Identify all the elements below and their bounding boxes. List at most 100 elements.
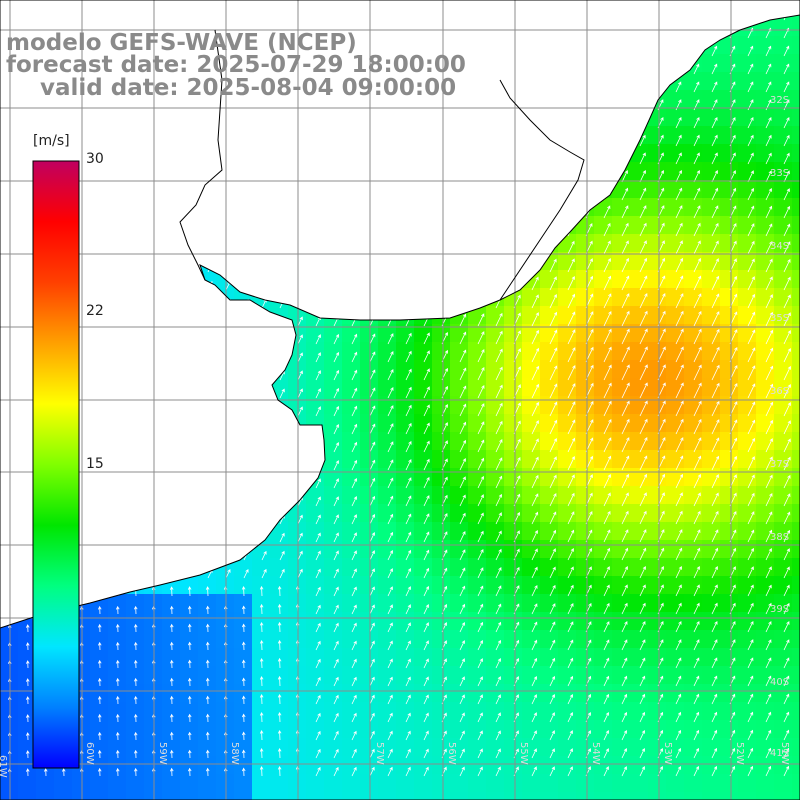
- field-cell: [756, 558, 775, 577]
- field-cell: [792, 486, 800, 505]
- wind-arrow: [549, 456, 557, 471]
- field-cell: [774, 342, 793, 361]
- wind-arrow: [405, 549, 412, 561]
- wind-arrow: [765, 241, 773, 255]
- field-cell: [378, 378, 397, 397]
- field-cell: [504, 792, 523, 800]
- field-cell: [756, 666, 775, 685]
- field-cell: [666, 414, 685, 433]
- wind-arrow: [675, 639, 682, 651]
- wind-arrow: [693, 346, 702, 363]
- field-cell: [18, 756, 37, 775]
- field-cell: [576, 558, 595, 577]
- field-cell: [522, 756, 541, 775]
- wind-arrow: [169, 677, 174, 687]
- field-cell: [792, 234, 800, 253]
- wind-arrow: [115, 659, 120, 669]
- field-cell: [162, 666, 181, 685]
- field-cell: [468, 432, 487, 451]
- field-cell: [666, 396, 685, 415]
- field-cell: [630, 792, 649, 800]
- wind-arrow: [477, 548, 484, 561]
- field-cell: [774, 630, 793, 649]
- field-cell: [342, 576, 361, 595]
- wind-arrow: [423, 476, 430, 489]
- field-cell: [666, 540, 685, 559]
- wind-arrow: [675, 747, 682, 759]
- field-cell: [774, 270, 793, 289]
- field-cell: [594, 216, 613, 235]
- wind-arrow: [675, 437, 684, 453]
- field-cell: [342, 396, 361, 415]
- field-cell: [720, 270, 739, 289]
- field-cell: [306, 738, 325, 757]
- field-cell: [666, 666, 685, 685]
- field-cell: [396, 486, 415, 505]
- field-cell: [396, 414, 415, 433]
- field-cell: [90, 648, 109, 667]
- wind-arrow: [693, 765, 700, 777]
- field-cell: [270, 540, 289, 559]
- wind-arrow: [567, 383, 576, 399]
- field-cell: [594, 234, 613, 253]
- field-cell: [432, 504, 451, 523]
- wind-arrow: [567, 258, 575, 273]
- field-cell: [270, 738, 289, 757]
- field-cell: [162, 684, 181, 703]
- wind-arrow: [477, 385, 485, 399]
- wind-arrow: [639, 310, 648, 327]
- wind-arrow: [549, 311, 558, 327]
- wind-arrow: [747, 258, 755, 273]
- field-cell: [18, 738, 37, 757]
- field-cell: [306, 522, 325, 541]
- field-cell: [468, 792, 487, 800]
- wind-arrow: [387, 549, 394, 561]
- wind-arrow: [765, 529, 773, 543]
- field-cell: [396, 792, 415, 800]
- field-cell: [486, 450, 505, 469]
- field-cell: [576, 504, 595, 523]
- wind-arrow: [531, 621, 538, 633]
- field-cell: [702, 666, 721, 685]
- field-cell: [108, 720, 127, 739]
- wind-arrow: [603, 693, 610, 705]
- field-cell: [630, 540, 649, 559]
- wind-arrow: [387, 423, 394, 435]
- field-cell: [738, 594, 757, 613]
- wind-arrow: [333, 387, 340, 399]
- wind-arrow: [639, 382, 648, 399]
- field-cell: [306, 396, 325, 415]
- wind-arrow: [369, 712, 375, 723]
- field-cell: [324, 558, 343, 577]
- field-cell: [540, 486, 559, 505]
- wind-arrow: [783, 312, 791, 327]
- wind-arrow: [567, 584, 574, 597]
- field-cell: [432, 792, 451, 800]
- field-cell: [594, 360, 613, 379]
- field-cell: [558, 756, 577, 775]
- wind-arrow: [603, 293, 612, 309]
- wind-arrow: [711, 693, 718, 705]
- wind-arrow: [297, 388, 303, 399]
- field-cell: [612, 450, 631, 469]
- field-cell: [540, 360, 559, 379]
- wind-arrow: [459, 621, 466, 633]
- wind-arrow: [205, 695, 210, 705]
- field-cell: [522, 396, 541, 415]
- field-cell: [234, 648, 253, 667]
- field-cell: [720, 36, 739, 55]
- wind-arrow: [639, 257, 648, 273]
- wind-arrow: [639, 152, 646, 165]
- field-cell: [702, 252, 721, 271]
- wind-arrow: [675, 152, 682, 165]
- field-cell: [378, 450, 397, 469]
- wind-arrow: [315, 478, 321, 489]
- wind-arrow: [187, 586, 192, 597]
- field-cell: [648, 378, 667, 397]
- field-cell: [792, 432, 800, 451]
- field-cell: [504, 756, 523, 775]
- field-cell: [648, 792, 667, 800]
- wind-arrow: [765, 170, 772, 183]
- field-cell: [540, 594, 559, 613]
- wind-arrow: [639, 170, 646, 183]
